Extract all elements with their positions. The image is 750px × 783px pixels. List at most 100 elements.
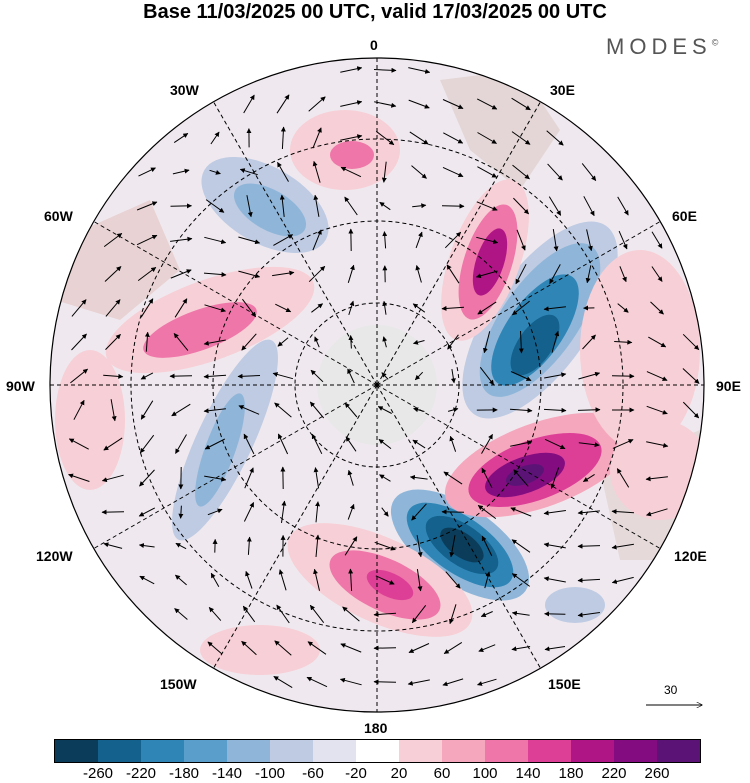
wind-vector (374, 101, 397, 108)
reference-vector-label: 30 (664, 683, 678, 697)
wind-vector (682, 368, 700, 384)
colorbar-tick-label: -140 (211, 765, 243, 782)
colorbar-segment (356, 740, 399, 762)
wind-vector (170, 269, 192, 279)
wind-vector (314, 336, 320, 348)
wind-vector (409, 131, 429, 145)
colorbar-tick-label: 100 (472, 765, 498, 782)
wind-vector (139, 434, 155, 454)
wind-vector (381, 507, 389, 517)
wind-vector (512, 300, 530, 316)
colorbar-segment (614, 740, 657, 762)
wind-vector (103, 542, 123, 549)
wind-vector (412, 303, 426, 313)
wind-vector (138, 543, 155, 549)
wind-vector (348, 335, 354, 349)
colorbar-tick-label: 260 (644, 765, 670, 782)
wind-vector (449, 535, 456, 558)
wind-vector (374, 541, 396, 551)
wind-vector (207, 508, 223, 516)
wind-vector (210, 131, 220, 145)
wind-vector (515, 263, 527, 285)
colorbar-segment (313, 740, 356, 762)
wind-vector (315, 534, 321, 558)
colorbar-segment (571, 740, 614, 762)
wind-vector (210, 572, 220, 588)
wind-vector (340, 166, 362, 178)
wind-vector (510, 371, 532, 381)
wind-vector (617, 196, 629, 216)
wind-vector (311, 433, 323, 455)
wind-vector (648, 336, 667, 348)
wind-vector (415, 231, 423, 249)
wind-vector (140, 400, 154, 420)
wind-vector (478, 644, 496, 652)
wind-vector (105, 299, 121, 317)
wind-vector (309, 604, 325, 624)
wind-vector (272, 270, 295, 277)
wind-vector (342, 606, 360, 622)
wind-vector (243, 502, 255, 522)
wind-vector (312, 160, 321, 183)
wind-vector (444, 231, 462, 249)
wind-vector (274, 402, 292, 418)
wind-vector (411, 604, 427, 624)
wind-vector (308, 96, 326, 112)
wind-vector (477, 504, 497, 519)
lon-label-60w: 60W (44, 208, 73, 224)
wind-vector (416, 569, 423, 592)
wind-vector (413, 407, 425, 413)
wind-vector (144, 331, 150, 352)
wind-vector (577, 543, 601, 549)
wind-vector (445, 571, 461, 589)
wind-vector (547, 163, 563, 181)
colorbar-segment (227, 740, 270, 762)
lon-label-120e: 120E (674, 548, 707, 564)
wind-vector (70, 368, 88, 384)
wind-vector (646, 508, 668, 517)
wind-vector (414, 371, 424, 381)
wind-vector (585, 265, 592, 284)
wind-vector (173, 333, 189, 351)
wind-vector (103, 232, 123, 248)
wind-vector (582, 334, 596, 350)
wind-vector (411, 503, 427, 521)
colorbar-segment (55, 740, 98, 762)
wind-vector (550, 467, 560, 489)
wind-vector (379, 201, 391, 211)
wind-vector (139, 469, 155, 487)
wind-vector (208, 607, 222, 621)
wind-vector (340, 100, 363, 107)
wind-vector (476, 98, 498, 110)
wind-vector (241, 298, 257, 318)
wind-vector (552, 229, 559, 252)
wind-vector (245, 570, 253, 589)
wind-vector (312, 127, 322, 149)
wind-vector (276, 604, 290, 624)
lon-label-90e: 90E (716, 378, 741, 394)
wind-vector (512, 164, 530, 180)
wind-vector (543, 306, 566, 312)
wind-vector (73, 399, 85, 420)
wind-vector (509, 407, 533, 413)
wind-vector (578, 442, 600, 448)
wind-vector (411, 165, 427, 179)
wind-vector (306, 676, 328, 688)
wind-vector (511, 573, 530, 587)
wind-vector (340, 134, 363, 141)
wind-vector (307, 641, 327, 655)
colorbar-segment (184, 740, 227, 762)
wind-vector (313, 467, 320, 489)
wind-vector (205, 199, 225, 213)
wind-vector (382, 231, 388, 249)
wind-vector (313, 568, 320, 591)
wind-vector (651, 231, 663, 249)
graticule (50, 58, 704, 712)
wind-vector (511, 539, 531, 553)
colorbar-segment (528, 740, 571, 762)
wind-vector (348, 300, 355, 316)
wind-vector (646, 405, 668, 415)
wind-vector (347, 503, 355, 520)
wind-vector (203, 339, 226, 346)
